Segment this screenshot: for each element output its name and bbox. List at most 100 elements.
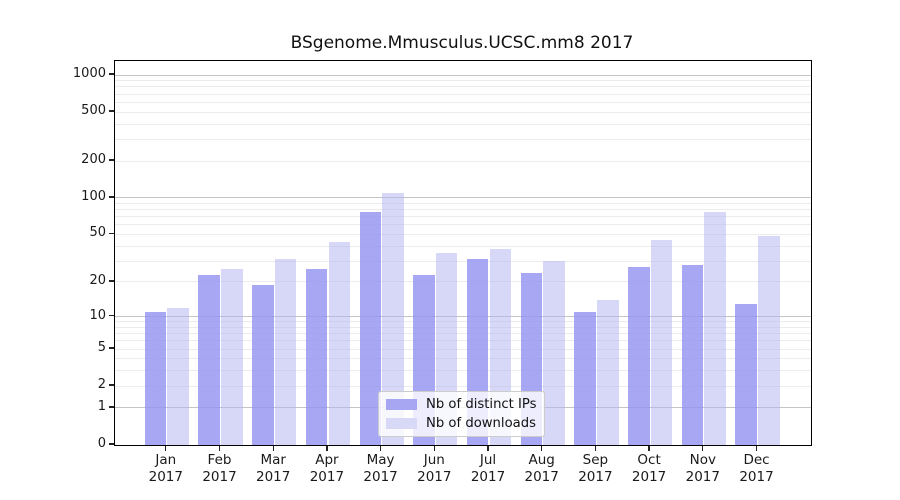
- y-tick-20: [109, 280, 114, 282]
- y-tick-100: [109, 196, 114, 198]
- gridline-minor-300: [115, 138, 811, 140]
- y-tick-label-1000: 1000: [72, 66, 106, 82]
- plot-area: [114, 60, 812, 446]
- x-tick-oct: [648, 445, 650, 451]
- y-tick-50: [109, 232, 114, 235]
- legend-item-distinct-ips: Nb of distinct IPs: [386, 397, 544, 412]
- x-tick-month-apr: Apr: [315, 452, 339, 468]
- y-tick-label-0: 0: [97, 436, 106, 451]
- y-tick-label-5: 5: [97, 340, 106, 356]
- gridline-major-100: [115, 197, 811, 199]
- bar-downloads-aug: [543, 261, 565, 445]
- x-tick-label-jun: Jun 2017: [402, 452, 466, 486]
- x-tick-label-may: May 2017: [349, 452, 413, 486]
- x-tick-label-nov: Nov 2017: [671, 452, 735, 486]
- y-tick-10: [109, 314, 114, 317]
- legend-swatch-distinct-ips: [386, 399, 417, 410]
- bar-ips-jan: [144, 311, 167, 445]
- gridline-minor-5: [115, 348, 811, 350]
- bar-downloads-nov: [704, 211, 726, 445]
- x-tick-year-nov: 2017: [685, 469, 720, 485]
- bar-ips-apr: [305, 268, 328, 445]
- y-tick-500: [109, 110, 114, 112]
- gridline-minor-30: [115, 260, 811, 262]
- bar-ips-dec: [735, 303, 757, 445]
- x-tick-month-dec: Dec: [743, 452, 770, 468]
- bar-downloads-mar: [274, 259, 297, 445]
- x-tick-label-oct: Oct 2017: [617, 452, 681, 486]
- legend-label-distinct-ips: Nb of distinct IPs: [426, 397, 537, 412]
- gridline-minor-6: [115, 340, 811, 342]
- bar-downloads-sep: [597, 299, 619, 445]
- chart-title: BSgenome.Mmusculus.UCSC.mm8 2017: [290, 33, 634, 53]
- gridline-minor-2: [115, 385, 811, 387]
- x-tick-aug: [541, 445, 543, 451]
- bar-downloads-feb: [221, 268, 243, 445]
- bar-ips-sep: [574, 311, 596, 445]
- bar-ips-nov: [681, 264, 704, 445]
- gridline-minor-200: [115, 160, 811, 162]
- gridline-minor-70: [115, 216, 811, 218]
- x-tick-year-jul: 2017: [470, 469, 506, 485]
- y-tick-label-200: 200: [81, 152, 106, 167]
- y-tick-1: [109, 406, 114, 408]
- x-tick-jul: [487, 445, 489, 451]
- x-tick-label-jan: Jan 2017: [134, 452, 198, 486]
- gridline-minor-8: [115, 326, 811, 328]
- x-tick-label-sep: Sep 2017: [563, 452, 627, 486]
- legend-label-downloads: Nb of downloads: [426, 416, 536, 431]
- x-tick-jun: [433, 445, 435, 451]
- gridline-minor-500: [115, 111, 811, 113]
- bar-downloads-may: [382, 192, 404, 445]
- x-tick-month-mar: Mar: [260, 452, 286, 468]
- x-tick-year-apr: 2017: [309, 469, 345, 485]
- gridline-minor-3: [115, 370, 811, 372]
- gridline-major-10: [115, 316, 811, 318]
- x-tick-label-apr: Apr 2017: [295, 452, 359, 486]
- y-tick-200: [109, 159, 114, 161]
- bar-ips-mar: [252, 284, 274, 445]
- y-tick-1000: [109, 73, 114, 75]
- x-tick-month-may: May: [366, 452, 395, 468]
- x-tick-year-jan: 2017: [148, 469, 183, 485]
- legend: Nb of distinct IPs Nb of downloads: [378, 391, 545, 437]
- x-tick-month-aug: Aug: [528, 452, 555, 468]
- gridline-minor-700: [115, 93, 811, 95]
- bar-downloads-oct: [650, 239, 673, 445]
- gridline-minor-900: [115, 80, 811, 82]
- y-tick-label-20: 20: [89, 272, 106, 288]
- gridline-major-1000: [115, 74, 811, 76]
- y-tick-label-2: 2: [97, 377, 106, 393]
- bar-ips-may: [359, 211, 381, 445]
- y-tick-label-100: 100: [81, 188, 106, 204]
- x-tick-month-jan: Jan: [155, 452, 177, 468]
- x-tick-month-oct: Oct: [637, 452, 661, 468]
- x-tick-year-feb: 2017: [202, 469, 237, 485]
- y-tick-2: [109, 384, 114, 386]
- y-tick-label-500: 500: [81, 103, 106, 119]
- x-tick-feb: [218, 445, 221, 451]
- x-tick-month-sep: Sep: [582, 452, 609, 468]
- gridline-minor-7: [115, 333, 811, 335]
- x-tick-label-dec: Dec 2017: [725, 452, 789, 486]
- legend-swatch-downloads: [386, 418, 417, 429]
- x-tick-year-sep: 2017: [578, 469, 613, 485]
- x-tick-year-aug: 2017: [524, 469, 559, 485]
- x-tick-label-feb: Feb 2017: [188, 452, 252, 486]
- x-tick-may: [379, 445, 382, 451]
- y-tick-label-1: 1: [97, 398, 106, 414]
- gridline-minor-800: [115, 86, 811, 88]
- x-tick-year-mar: 2017: [256, 469, 291, 485]
- x-tick-year-jun: 2017: [417, 469, 452, 485]
- bar-ips-oct: [628, 266, 650, 445]
- x-tick-mar: [272, 445, 274, 451]
- bar-downloads-dec: [758, 235, 780, 445]
- x-tick-month-jul: Jul: [479, 452, 497, 468]
- x-tick-apr: [326, 445, 328, 451]
- gridline-minor-60: [115, 224, 811, 226]
- x-tick-year-dec: 2017: [739, 469, 774, 485]
- y-tick-label-10: 10: [89, 307, 106, 323]
- x-tick-dec: [755, 445, 758, 451]
- gridline-minor-20: [115, 281, 811, 283]
